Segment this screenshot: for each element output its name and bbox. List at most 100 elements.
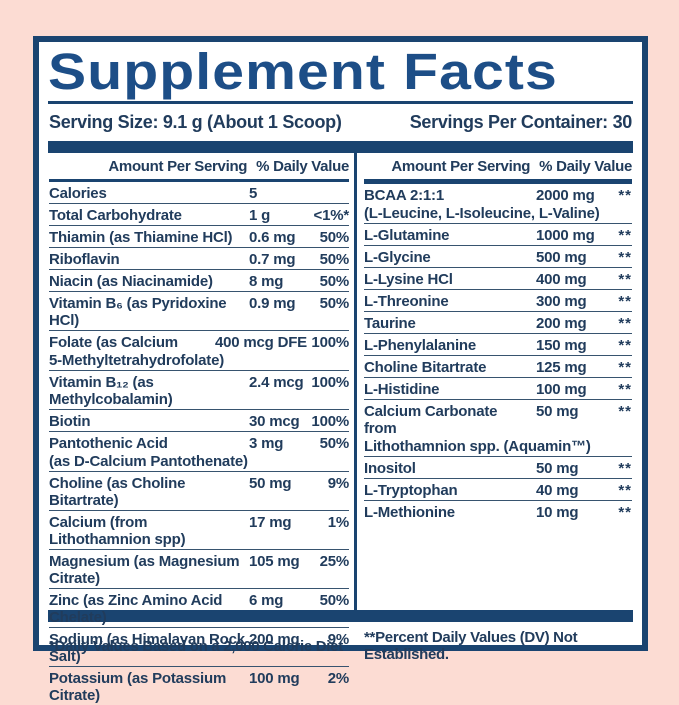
- footer-divider-bar: [48, 610, 633, 623]
- nutrient-amount: 1 g: [249, 206, 271, 224]
- nutrient-row-main: L-Tryptophan 40 mg **: [364, 482, 632, 499]
- nutrient-daily-value: **: [618, 292, 632, 310]
- nutrient-name: Total Carbohydrate: [49, 206, 182, 224]
- nutrient-name: Vitamin B₆ (as Pyridoxine HCl): [49, 294, 227, 329]
- nutrient-row: Pantothenic Acid 3 mg 50% (as D-Calcium Pan…: [49, 432, 349, 473]
- nutrient-daily-value: 50%: [319, 294, 350, 312]
- nutrient-name: L-Lysine HCl: [364, 270, 453, 288]
- nutrient-name: Folate (as Calcium: [49, 333, 178, 351]
- nutrient-row: Total Carbohydrate 1 g <1%*: [49, 204, 350, 227]
- nutrient-row-main: Inositol 50 mg **: [364, 460, 632, 477]
- nutrient-row: L-Lysine HCl 400 mg **: [364, 268, 632, 291]
- left-nutrient-column: Amount Per Serving % Daily Value Calorie…: [48, 153, 357, 704]
- nutrient-daily-value: 9%: [327, 630, 349, 648]
- nutrient-columns: Amount Per Serving % Daily Value Calorie…: [48, 153, 633, 704]
- nutrient-row-main: Folate (as Calcium 400 mcg DFE 100%: [49, 334, 349, 351]
- nutrient-daily-value: 25%: [319, 552, 350, 570]
- nutrient-row-main: Calcium Carbonate from 50 mg **: [364, 403, 632, 437]
- nutrient-row-main: Vitamin B₁₂ (as Methylcobalamin) 2.4 mcg 1…: [49, 374, 349, 408]
- nutrient-amount: 40 mg: [536, 481, 579, 499]
- nutrient-name: L-Threonine: [364, 292, 449, 310]
- left-column-header: Amount Per Serving % Daily Value: [49, 153, 349, 183]
- nutrient-row: Calcium (from Lithothamnion spp) 17 mg 1%: [49, 511, 349, 551]
- servings-per-container-label: Servings Per Container: 30: [409, 112, 633, 133]
- nutrient-daily-value: 50%: [319, 434, 350, 452]
- label-title-block: Supplement Facts: [48, 44, 633, 105]
- nutrient-amount: 105 mg: [249, 552, 300, 570]
- nutrient-row: Thiamin (as Thiamine HCl) 0.6 mg 50%: [49, 226, 349, 249]
- nutrient-amount: 100 mg: [249, 669, 300, 687]
- nutrient-daily-value: **: [618, 270, 632, 288]
- nutrient-row-main: Choline (as Choline Bitartrate) 50 mg 9%: [49, 475, 349, 509]
- serving-info-row: Serving Size: 9.1 g (About 1 Scoop) Serv…: [48, 104, 633, 141]
- nutrient-name: Calcium Carbonate from: [364, 402, 498, 437]
- nutrient-row: Niacin (as Niacinamide) 8 mg 50%: [49, 270, 349, 293]
- nutrient-amount: 6 mg: [249, 591, 284, 609]
- nutrient-row: Vitamin B₁₂ (as Methylcobalamin) 2.4 mcg 1…: [49, 371, 349, 411]
- nutrient-row-main: Calories 5: [49, 185, 349, 202]
- nutrient-row-main: L-Lysine HCl 400 mg **: [364, 271, 632, 288]
- nutrient-name: L-Glycine: [364, 248, 431, 266]
- nutrient-amount: 400 mcg DFE: [214, 333, 307, 351]
- nutrient-amount: 50 mg: [536, 459, 579, 477]
- nutrient-row: BCAA 2:1:1 2000 mg ** (L-Leucine, L-Isoleuc…: [364, 184, 632, 225]
- nutrient-amount: 0.6 mg: [249, 228, 296, 246]
- nutrient-row: L-Methionine 10 mg **: [364, 501, 632, 522]
- nutrient-amount: 0.9 mg: [249, 294, 296, 312]
- nutrient-name: Calories: [49, 184, 107, 202]
- nutrient-name: Choline Bitartrate: [364, 358, 487, 376]
- nutrient-row: L-Glycine 500 mg **: [364, 246, 632, 269]
- nutrient-row-main: L-Methionine 10 mg **: [364, 504, 632, 521]
- nutrient-amount: 150 mg: [536, 336, 587, 354]
- nutrient-name: L-Methionine: [364, 503, 455, 521]
- nutrient-row-main: Zinc (as Zinc Amino Acid Chelate) 6 mg 50%: [49, 592, 349, 626]
- nutrient-name: Choline (as Choline Bitartrate): [49, 474, 186, 509]
- amount-per-serving-header: Amount Per Serving: [391, 158, 531, 176]
- nutrient-name-line2: (as D-Calcium Pantothenate): [49, 452, 248, 470]
- nutrient-row: Potassium (as Potassium Citrate) 100 mg 2%: [49, 667, 349, 705]
- nutrient-row-main: Niacin (as Niacinamide) 8 mg 50%: [49, 273, 349, 290]
- nutrient-name: L-Glutamine: [364, 226, 450, 244]
- nutrient-amount: 300 mg: [536, 292, 587, 310]
- nutrient-amount: 0.7 mg: [249, 250, 296, 268]
- nutrient-daily-value: 2%: [327, 669, 349, 687]
- nutrient-row: Biotin 30 mcg 100%: [49, 410, 349, 433]
- serving-size-label: Serving Size: 9.1 g (About 1 Scoop): [49, 112, 342, 133]
- supplement-facts-label: Supplement Facts Serving Size: 9.1 g (Ab…: [33, 36, 648, 704]
- nutrient-daily-value: **: [618, 380, 632, 398]
- nutrient-daily-value: **: [618, 314, 632, 332]
- nutrient-row: Choline (as Choline Bitartrate) 50 mg 9%: [49, 472, 349, 512]
- nutrient-row-main: Biotin 30 mcg 100%: [49, 413, 349, 430]
- nutrient-row: Vitamin B₆ (as Pyridoxine HCl) 0.9 mg 50%: [49, 292, 349, 332]
- nutrient-amount: 50 mg: [249, 474, 292, 492]
- nutrient-daily-value: **: [618, 481, 632, 499]
- nutrient-name: Thiamin (as Thiamine HCl): [49, 228, 233, 246]
- nutrient-row: L-Phenylalanine 150 mg **: [364, 334, 632, 357]
- nutrient-amount: 10 mg: [536, 503, 579, 521]
- nutrient-row: Sodium (as Himalayan Rock Salt) 200 mg 9%: [49, 628, 349, 668]
- nutrient-row-main: Vitamin B₆ (as Pyridoxine HCl) 0.9 mg 50%: [49, 295, 349, 329]
- nutrient-daily-value: 50%: [319, 250, 350, 268]
- nutrient-row: Calcium Carbonate from 50 mg ** Lithothamni…: [364, 400, 632, 458]
- nutrient-row: Zinc (as Zinc Amino Acid Chelate) 6 mg 50%: [49, 589, 349, 629]
- nutrient-row-main: L-Glutamine 1000 mg **: [364, 227, 632, 244]
- nutrient-daily-value: 100%: [311, 333, 349, 351]
- nutrient-name: L-Phenylalanine: [364, 336, 477, 354]
- daily-value-header: % Daily Value: [539, 158, 632, 176]
- amount-per-serving-header: Amount Per Serving: [108, 158, 248, 176]
- nutrient-row: Inositol 50 mg **: [364, 457, 632, 480]
- nutrient-daily-value: 100%: [311, 373, 349, 391]
- not-established-footnote: **Percent Daily Values (DV) Not Establis…: [364, 629, 578, 664]
- nutrient-amount: 200 mg: [536, 314, 587, 332]
- nutrient-row: Folate (as Calcium 400 mcg DFE 100% 5-Methy…: [49, 331, 349, 372]
- nutrient-row-main: Pantothenic Acid 3 mg 50%: [49, 435, 349, 452]
- nutrient-row: Taurine 200 mg **: [364, 312, 632, 335]
- nutrient-name: Zinc (as Zinc Amino Acid Chelate): [49, 591, 223, 626]
- nutrient-daily-value: **: [618, 248, 632, 266]
- nutrient-amount: 30 mcg: [249, 412, 300, 430]
- nutrient-daily-value: <1%*: [313, 206, 350, 224]
- nutrient-row: L-Threonine 300 mg **: [364, 290, 632, 313]
- nutrient-name: Magnesium (as Magnesium Citrate): [49, 552, 240, 587]
- nutrient-amount: 50 mg: [536, 402, 579, 420]
- nutrient-amount: 17 mg: [249, 513, 292, 531]
